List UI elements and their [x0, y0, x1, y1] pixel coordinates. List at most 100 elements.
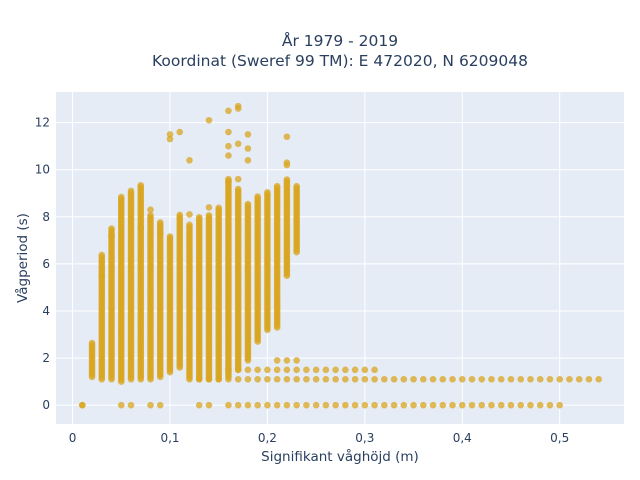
data-point: [205, 116, 213, 124]
data-point: [254, 375, 261, 383]
data-point: [254, 193, 261, 200]
data-point: [225, 128, 232, 136]
data-point: [205, 401, 213, 409]
data-point: [273, 357, 281, 364]
data-point: [527, 401, 534, 409]
data-point: [147, 212, 154, 219]
data-point: [147, 401, 154, 409]
data-point: [332, 366, 339, 374]
data-point: [536, 401, 544, 409]
data-point: [497, 401, 505, 409]
data-point: [215, 204, 223, 212]
data-point: [507, 375, 515, 383]
data-point: [176, 211, 184, 219]
data-point: [517, 401, 525, 409]
data-point: [332, 401, 339, 409]
data-point: [546, 401, 554, 409]
data-point: [244, 156, 252, 164]
data-point: [449, 401, 456, 409]
x-tick-label: 0,5: [550, 431, 569, 445]
data-point: [371, 375, 378, 383]
data-point: [351, 366, 359, 374]
data-point: [293, 401, 300, 409]
data-point: [361, 366, 369, 374]
data-point: [312, 401, 320, 409]
data-point: [283, 161, 291, 169]
data-point: [556, 375, 563, 383]
x-axis-title: Signifikant våghöjd (m): [261, 448, 419, 465]
data-point: [575, 375, 583, 383]
data-point: [244, 375, 252, 383]
data-point: [381, 401, 388, 409]
data-point: [497, 375, 505, 383]
y-tick-label: 0: [42, 398, 50, 412]
data-point: [79, 401, 86, 409]
data-point: [322, 401, 330, 409]
data-point: [293, 357, 300, 364]
data-point: [429, 375, 437, 383]
data-point: [234, 105, 242, 112]
data-point: [186, 221, 193, 229]
data-point: [176, 128, 184, 136]
data-point: [293, 375, 300, 383]
y-tick-label: 12: [35, 116, 50, 130]
x-tick-label: 0: [69, 431, 77, 445]
data-point: [225, 107, 232, 115]
data-point: [400, 401, 408, 409]
data-point: [127, 187, 135, 195]
data-point: [117, 193, 125, 201]
y-axis-title: Vågperiod (s): [14, 213, 31, 303]
data-point: [273, 375, 281, 383]
data-point: [137, 225, 145, 232]
data-point: [507, 401, 515, 409]
data-point: [156, 401, 164, 409]
data-point: [205, 204, 213, 211]
data-point: [449, 375, 456, 383]
data-point: [225, 178, 232, 185]
data-point: [381, 375, 388, 383]
data-point: [215, 375, 223, 383]
data-point: [108, 232, 115, 239]
x-tick-label: 0,3: [355, 431, 374, 445]
data-point: [585, 375, 593, 383]
data-point: [98, 251, 106, 259]
data-point: [468, 375, 476, 383]
data-point: [332, 375, 339, 383]
chart-title-line1: År 1979 - 2019: [282, 31, 398, 50]
data-point: [283, 176, 291, 183]
y-tick-label: 8: [42, 210, 50, 224]
data-point: [390, 375, 398, 383]
data-point: [312, 366, 320, 374]
x-tick-label: 0,4: [453, 431, 472, 445]
data-point: [254, 366, 261, 374]
data-point: [293, 182, 300, 190]
data-point: [458, 375, 466, 383]
data-point: [273, 366, 281, 374]
data-point: [264, 189, 271, 196]
data-point: [234, 366, 242, 374]
data-point: [468, 401, 476, 409]
data-point: [88, 339, 96, 347]
data-point: [137, 181, 145, 189]
data-point: [283, 375, 291, 383]
data-point: [186, 211, 193, 218]
data-point: [98, 272, 106, 279]
data-point: [283, 133, 291, 141]
data-point: [283, 366, 291, 374]
data-point: [536, 375, 544, 383]
data-point: [312, 375, 320, 383]
data-point: [527, 375, 534, 383]
data-point: [303, 375, 310, 383]
chart-title-line2: Koordinat (Sweref 99 TM): E 472020, N 62…: [152, 52, 528, 70]
data-point: [546, 375, 554, 383]
data-point: [390, 401, 398, 409]
data-point: [439, 375, 447, 383]
data-point: [342, 401, 349, 409]
data-point: [420, 401, 427, 409]
axis-ticks: 0 0,1 0,2 0,3 0,4 0,5 0 2 4 6 8 10 12: [35, 116, 570, 445]
data-point: [254, 401, 261, 409]
data-point: [303, 366, 310, 374]
data-point: [361, 401, 369, 409]
data-point: [303, 401, 310, 409]
data-point: [147, 206, 154, 214]
